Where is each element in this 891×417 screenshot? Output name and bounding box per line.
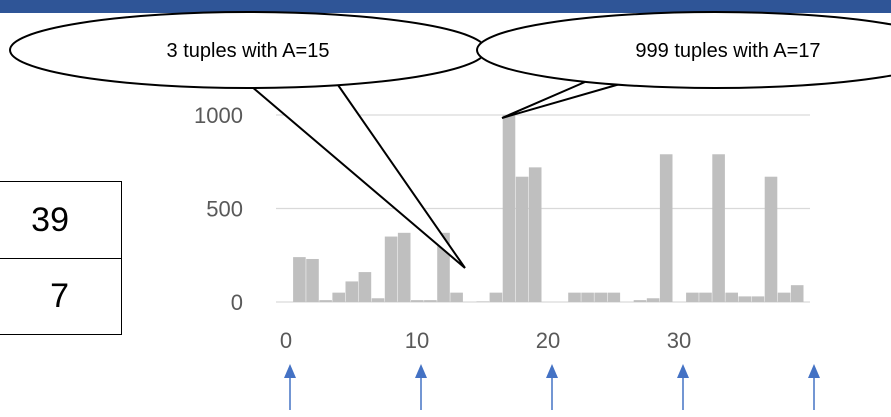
- bar: [725, 292, 738, 302]
- bar: [450, 292, 463, 302]
- arrow-head: [808, 364, 820, 378]
- bar: [581, 292, 594, 302]
- bar: [371, 298, 385, 302]
- values-table-fragment: 39 7: [0, 181, 122, 335]
- x-tick-label: 0: [280, 328, 292, 353]
- marker-arrow: [284, 364, 296, 410]
- marker-arrow: [808, 364, 820, 410]
- y-tick-label: 1000: [194, 103, 243, 128]
- bar: [293, 257, 306, 302]
- bar: [568, 292, 581, 302]
- callout-right-text: 999 tuples with A=17: [635, 40, 820, 62]
- bar: [358, 272, 372, 302]
- table-row: 7: [0, 258, 121, 334]
- y-axis-ticks: 0 500 1000: [194, 103, 243, 315]
- x-tick-label: 10: [405, 328, 429, 353]
- x-axis-ticks: 0 10 20 30: [280, 328, 691, 353]
- x-tick-label: 20: [536, 328, 560, 353]
- bar: [777, 292, 791, 302]
- position-markers: [284, 364, 820, 410]
- bar: [699, 292, 712, 302]
- callout-right: 999 tuples with A=17: [476, 11, 891, 119]
- bar: [738, 296, 752, 302]
- bar: [397, 232, 411, 302]
- bar: [476, 301, 490, 302]
- bar: [332, 292, 345, 302]
- bar: [646, 298, 660, 302]
- bar: [319, 300, 332, 302]
- bar: [424, 300, 437, 302]
- bar: [515, 176, 529, 302]
- bar: [384, 236, 398, 302]
- top-banner: [0, 0, 891, 13]
- y-tick-label: 0: [231, 290, 243, 315]
- bars-layer: [293, 115, 804, 302]
- bar: [528, 167, 542, 302]
- bar: [345, 281, 359, 302]
- bar: [764, 176, 778, 302]
- callout-right-pointer: [501, 81, 621, 119]
- bar: [659, 154, 673, 302]
- callout-right-bubble: [476, 11, 891, 89]
- y-tick-label: 500: [206, 197, 243, 222]
- bar: [790, 285, 804, 302]
- table-cell: 7: [50, 277, 69, 315]
- bar: [411, 300, 424, 302]
- bar: [751, 296, 765, 302]
- bar: [712, 154, 725, 302]
- marker-arrow: [415, 364, 427, 410]
- table-cell: 39: [31, 201, 69, 239]
- table-row: 39: [0, 182, 121, 259]
- callout-left-pointer: [237, 74, 466, 269]
- bar: [306, 258, 319, 302]
- arrow-head: [546, 364, 558, 378]
- marker-arrow: [677, 364, 689, 410]
- bar: [489, 292, 503, 302]
- bar: [594, 292, 607, 302]
- bar: [633, 300, 647, 302]
- marker-arrow: [546, 364, 558, 410]
- arrow-head: [284, 364, 296, 378]
- callout-left: 3 tuples with A=15: [9, 11, 487, 269]
- x-tick-label: 30: [667, 328, 691, 353]
- arrow-head: [415, 364, 427, 378]
- arrow-head: [677, 364, 689, 378]
- bar: [686, 292, 699, 302]
- callout-left-text: 3 tuples with A=15: [167, 40, 330, 62]
- bar: [607, 292, 621, 302]
- bar: [502, 115, 516, 302]
